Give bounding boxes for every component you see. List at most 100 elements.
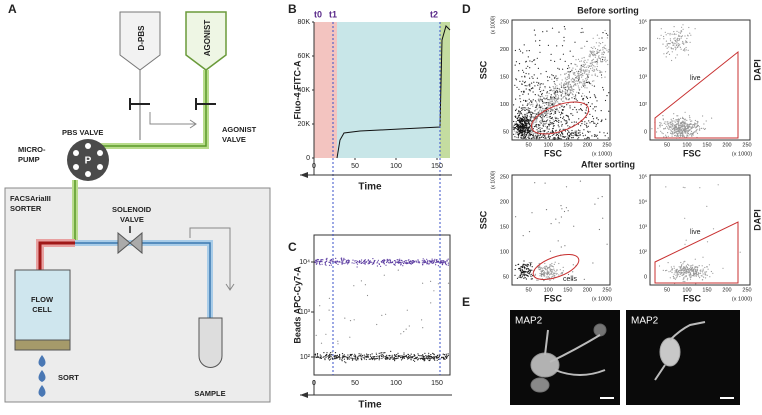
- dot: [712, 272, 714, 274]
- dot: [540, 73, 542, 75]
- dot: [519, 112, 521, 114]
- dot: [567, 85, 569, 87]
- dot: [436, 259, 438, 261]
- dot: [343, 358, 345, 360]
- dot: [569, 133, 572, 135]
- dot: [331, 351, 333, 353]
- label: SORT: [58, 373, 79, 382]
- dot: [558, 111, 560, 113]
- dot: [565, 98, 567, 100]
- dot: [353, 285, 355, 287]
- dot: [597, 119, 599, 121]
- dot: [706, 274, 708, 276]
- dot: [678, 34, 680, 36]
- dot: [658, 265, 661, 267]
- x-axis-label: FSC: [683, 293, 702, 303]
- dot: [392, 358, 394, 360]
- dot: [325, 356, 327, 358]
- dot: [674, 124, 676, 126]
- dot: [552, 96, 555, 98]
- dot: [542, 31, 544, 33]
- dot: [542, 119, 544, 121]
- dot: [516, 122, 518, 125]
- dot: [531, 137, 533, 139]
- dot: [669, 32, 671, 35]
- dot: [543, 102, 545, 104]
- dot: [561, 113, 563, 115]
- dot: [386, 358, 388, 360]
- dot: [710, 270, 713, 273]
- dot: [369, 260, 371, 262]
- dot: [412, 262, 414, 264]
- dot: [424, 260, 426, 262]
- dot: [423, 262, 425, 264]
- dot: [375, 352, 377, 354]
- dot: [681, 117, 684, 119]
- micro-pump: [67, 139, 109, 181]
- dot: [518, 70, 520, 72]
- dot: [691, 120, 693, 122]
- dot: [547, 119, 549, 121]
- dot: [686, 41, 688, 43]
- dot: [435, 264, 437, 266]
- dot: [722, 267, 724, 269]
- dot: [594, 110, 597, 112]
- dot: [319, 260, 321, 263]
- dot: [423, 358, 425, 360]
- dot: [328, 309, 330, 311]
- x-tick-label: 100: [544, 287, 553, 293]
- dot: [409, 260, 411, 262]
- dot: [689, 129, 691, 131]
- dot: [524, 122, 526, 124]
- dot: [522, 133, 524, 135]
- dot: [546, 92, 548, 94]
- dot: [436, 261, 438, 263]
- dot: [520, 123, 522, 125]
- dot: [391, 354, 393, 356]
- dot: [674, 277, 676, 279]
- dot: [402, 262, 405, 265]
- dot: [667, 127, 669, 129]
- dot: [687, 129, 690, 131]
- dot: [591, 135, 593, 137]
- dot: [583, 64, 585, 66]
- dot: [676, 128, 678, 130]
- dot: [562, 136, 564, 138]
- dot: [516, 125, 518, 127]
- dot: [587, 130, 589, 132]
- dot: [525, 271, 527, 273]
- y-tick-label: 80K: [298, 19, 311, 26]
- dot: [582, 84, 584, 86]
- dot: [546, 269, 549, 271]
- dot: [553, 122, 555, 124]
- dot: [694, 122, 696, 124]
- dot: [556, 120, 558, 123]
- dot: [665, 186, 667, 188]
- dot: [387, 262, 389, 264]
- dot: [544, 267, 546, 269]
- dot: [669, 38, 672, 40]
- dot: [530, 276, 533, 278]
- dot: [663, 35, 665, 38]
- dot: [371, 261, 373, 263]
- dot: [558, 138, 560, 140]
- dot: [586, 126, 588, 128]
- dot: [586, 87, 588, 89]
- dot: [682, 272, 684, 274]
- dot: [551, 129, 554, 132]
- dot: [675, 119, 677, 121]
- dot: [364, 259, 366, 261]
- dot: [550, 101, 552, 103]
- dot: [545, 268, 547, 271]
- dot: [578, 136, 580, 138]
- dot: [608, 49, 610, 51]
- dot: [553, 102, 555, 104]
- dot: [400, 359, 403, 361]
- dot: [529, 125, 531, 127]
- dot: [579, 81, 581, 83]
- x-tick-label: 100: [390, 163, 402, 170]
- dot: [601, 119, 603, 121]
- dot: [432, 261, 434, 263]
- dot: [585, 66, 588, 68]
- dot: [351, 359, 354, 361]
